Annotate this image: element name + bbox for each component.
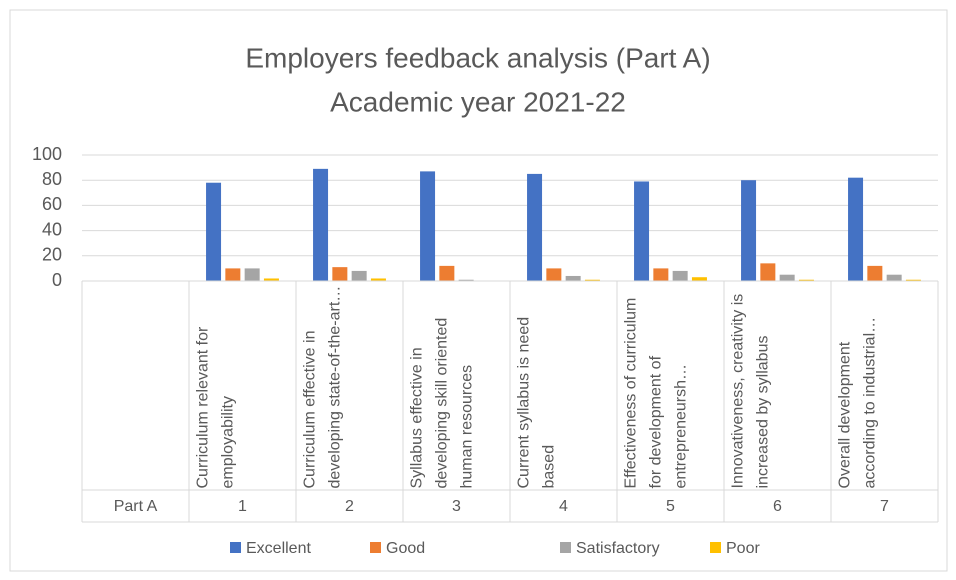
x-tick-label: Effectiveness of curriculum for developm… (622, 297, 690, 488)
bar (691, 277, 707, 281)
y-tick-label: 80 (42, 169, 62, 189)
bar (741, 180, 757, 281)
bar (420, 171, 436, 281)
legend-swatch (370, 542, 381, 553)
bar (263, 278, 279, 281)
group-label: 3 (452, 498, 461, 515)
bar (546, 268, 562, 281)
bar (565, 275, 581, 281)
bar (206, 182, 222, 281)
bar (634, 181, 650, 281)
x-tick-label: Curriculum relevant for employability (194, 326, 237, 488)
bar (351, 270, 367, 281)
y-tick-label: 100 (32, 144, 62, 164)
legend-swatch (710, 542, 721, 553)
bar (225, 268, 241, 281)
legend-label: Good (386, 540, 425, 557)
x-tick-label: Innovativeness, creativity is increased … (729, 293, 772, 488)
bar (584, 279, 600, 281)
bar (458, 279, 474, 281)
x-tick-label: Current syllabus is need based (515, 316, 558, 488)
group-label: 1 (238, 498, 247, 515)
legend-label: Poor (726, 540, 760, 557)
bar (653, 268, 669, 281)
chart-border (9, 9, 948, 572)
bar (779, 274, 795, 281)
group-label: Part A (114, 498, 158, 515)
group-label: 2 (345, 498, 354, 515)
legend-swatch (560, 542, 571, 553)
x-tick-label: Curriculum effective in developing state… (301, 285, 344, 488)
bar (848, 177, 864, 281)
bar (527, 173, 543, 281)
chart-title: Employers feedback analysis (Part A) (245, 42, 710, 73)
bar (332, 267, 348, 281)
bar (439, 265, 455, 281)
y-tick-label: 20 (42, 245, 62, 265)
group-label: 7 (880, 498, 889, 515)
bar (867, 265, 883, 281)
bar (760, 263, 776, 281)
legend-swatch (230, 542, 241, 553)
group-label: 5 (666, 498, 675, 515)
chart-subtitle: Academic year 2021-22 (330, 86, 626, 117)
bar (244, 268, 260, 281)
legend-label: Excellent (246, 540, 311, 557)
x-tick-label: Overall development according to industr… (836, 316, 879, 488)
bar (886, 274, 902, 281)
bar (370, 278, 386, 281)
legend-label: Satisfactory (576, 540, 660, 557)
bar (798, 279, 814, 281)
bar (905, 279, 921, 281)
y-tick-label: 0 (52, 270, 62, 290)
y-tick-label: 40 (42, 219, 62, 239)
group-label: 4 (559, 498, 568, 515)
x-tick-label: Syllabus effective in developing skill o… (408, 317, 476, 488)
bar (672, 270, 688, 281)
group-label: 6 (773, 498, 782, 515)
bar (313, 168, 329, 281)
y-tick-label: 60 (42, 194, 62, 214)
